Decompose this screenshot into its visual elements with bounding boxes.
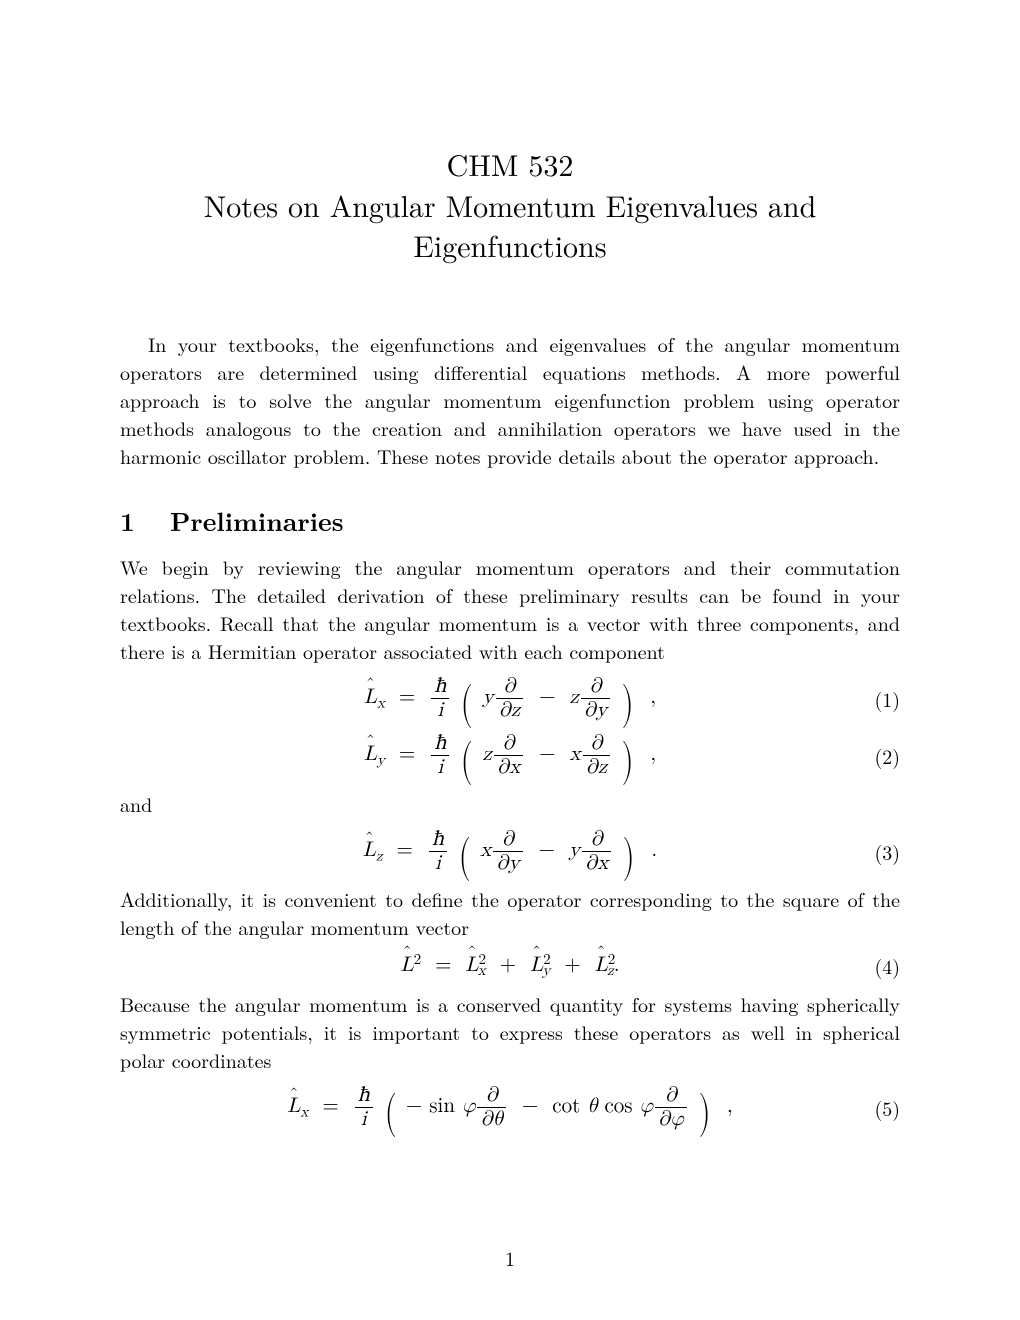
title-block: CHM 532 Notes on Angular Momentum Eigenv…	[120, 144, 900, 266]
equation-5: Lx = ħi ( − sin φ∂∂θ − cot θ cos φ∂∂φ ) …	[120, 1084, 900, 1131]
equation-4: L2 = L2x + L2y + L2z. (4)	[120, 951, 900, 980]
equation-5-math: Lx = ħi ( − sin φ∂∂θ − cot θ cos φ∂∂φ ) …	[287, 1084, 732, 1131]
equation-3-math: Lz = ħi ( x∂∂y − y∂∂x ) .	[363, 828, 658, 875]
section-para-3: Because the angular momentum is a conser…	[120, 990, 900, 1074]
connector-and: and	[120, 789, 900, 818]
equation-4-number: (4)	[620, 951, 900, 980]
title-line-2: Notes on Angular Momentum Eigenvalues an…	[120, 185, 900, 226]
page-number: 1	[0, 1243, 1020, 1272]
equation-1-math: Lx = ħi ( y∂∂z − z∂∂y ) ,	[364, 675, 656, 722]
equation-4-math: L2 = L2x + L2y + L2z.	[400, 951, 619, 980]
section-title: Preliminaries	[170, 502, 344, 539]
section-para-1: We begin by reviewing the angular moment…	[120, 553, 900, 665]
section-heading: 1 Preliminaries	[120, 502, 900, 539]
equation-5-number: (5)	[733, 1093, 900, 1122]
intro-paragraph: In your textbooks, the eigenfunctions an…	[120, 330, 900, 470]
section-number: 1	[120, 502, 160, 539]
section-para-2: Additionally, it is convenient to define…	[120, 885, 900, 941]
document-page: CHM 532 Notes on Angular Momentum Eigenv…	[0, 0, 1020, 1320]
equation-2-math: Ly = ħi ( z∂∂x − x∂∂z ) ,	[364, 732, 656, 779]
equation-3: Lz = ħi ( x∂∂y − y∂∂x ) . (3)	[120, 828, 900, 875]
equation-1: Lx = ħi ( y∂∂z − z∂∂y ) , (1)	[120, 675, 900, 722]
equation-2-number: (2)	[656, 741, 900, 770]
title-line-3: Eigenfunctions	[120, 225, 900, 266]
title-line-1: CHM 532	[120, 144, 900, 185]
equation-2: Ly = ħi ( z∂∂x − x∂∂z ) , (2)	[120, 732, 900, 779]
equation-3-number: (3)	[657, 837, 900, 866]
equation-1-number: (1)	[656, 684, 900, 713]
